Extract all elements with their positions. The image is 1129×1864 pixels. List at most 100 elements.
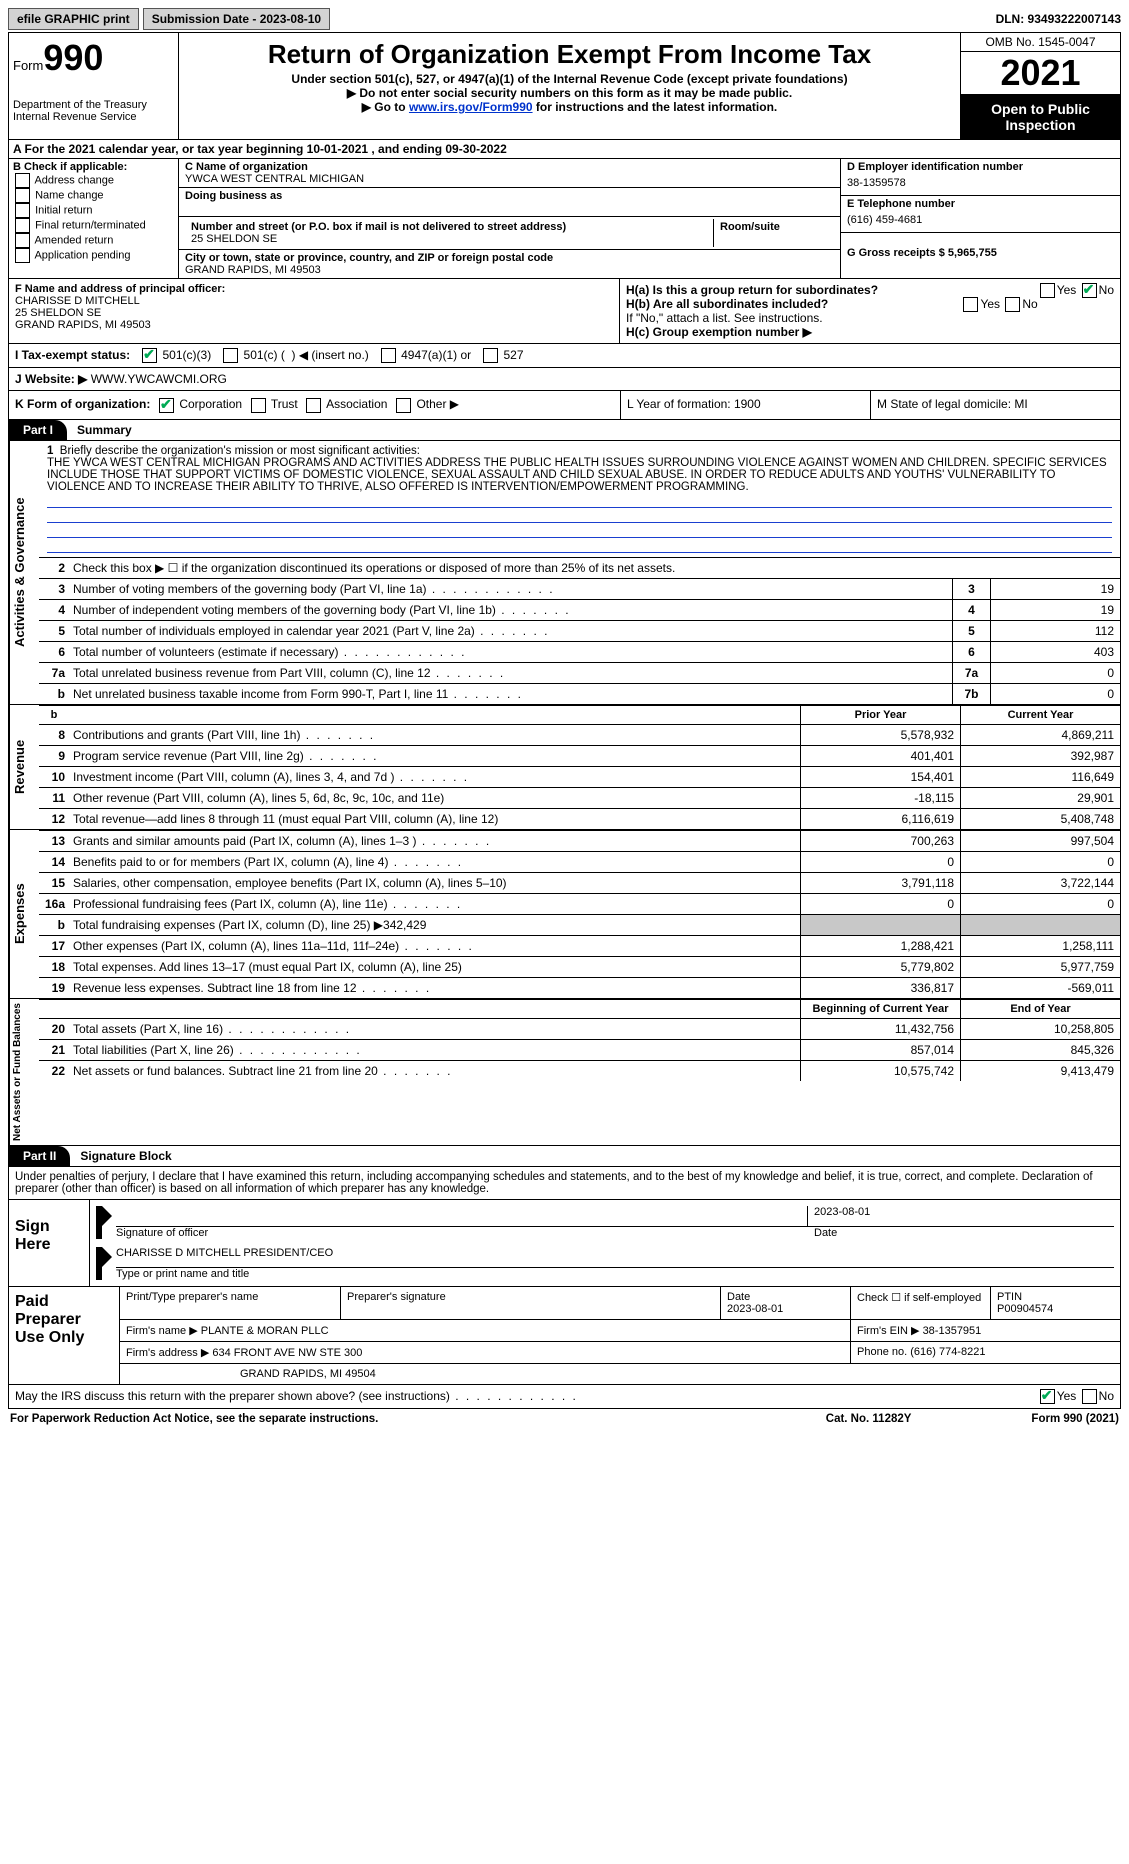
revenue-header-row: b Prior Year Current Year xyxy=(39,705,1120,724)
prep-name-label: Print/Type preparer's name xyxy=(120,1287,340,1319)
expenses-section: Expenses 13Grants and similar amounts pa… xyxy=(8,830,1121,999)
arrow-icon xyxy=(102,1206,112,1226)
chk-initial[interactable] xyxy=(15,203,30,218)
section-fh: F Name and address of principal officer:… xyxy=(8,279,1121,344)
chk-assoc[interactable] xyxy=(306,398,321,413)
paperwork-notice: For Paperwork Reduction Act Notice, see … xyxy=(10,1413,826,1425)
dba-label: Doing business as xyxy=(185,190,834,202)
firm-addr: 634 FRONT AVE NW STE 300 xyxy=(212,1347,362,1359)
header-sub2: ▶ Do not enter social security numbers o… xyxy=(183,86,956,100)
mission-text: THE YWCA WEST CENTRAL MICHIGAN PROGRAMS … xyxy=(47,457,1107,493)
line-21: 21Total liabilities (Part X, line 26)857… xyxy=(39,1039,1120,1060)
line-22: 22Net assets or fund balances. Subtract … xyxy=(39,1060,1120,1081)
efile-button[interactable]: efile GRAPHIC print xyxy=(8,8,139,30)
line-14: 14Benefits paid to or for members (Part … xyxy=(39,851,1120,872)
officer-label: F Name and address of principal officer: xyxy=(15,283,225,295)
line-5: 5Total number of individuals employed in… xyxy=(39,620,1120,641)
firm-ein: 38-1357951 xyxy=(923,1325,982,1337)
col-h: H(a) Is this a group return for subordin… xyxy=(620,279,1120,343)
line-16b: bTotal fundraising expenses (Part IX, co… xyxy=(39,914,1120,935)
form-number: 990 xyxy=(43,37,103,78)
gross-receipts: G Gross receipts $ 5,965,755 xyxy=(847,247,1114,259)
chk-501c3[interactable] xyxy=(142,348,157,363)
hc-label: H(c) Group exemption number ▶ xyxy=(626,325,812,339)
firm-phone: (616) 774-8221 xyxy=(910,1346,985,1358)
prep-date: 2023-08-01 xyxy=(727,1303,783,1315)
line-16a: 16aProfessional fundraising fees (Part I… xyxy=(39,893,1120,914)
chk-trust[interactable] xyxy=(251,398,266,413)
chk-4947[interactable] xyxy=(381,348,396,363)
chk-amended[interactable] xyxy=(15,233,30,248)
omb-number: OMB No. 1545-0047 xyxy=(961,33,1120,52)
chk-final[interactable] xyxy=(15,218,30,233)
hb-label: H(b) Are all subordinates included? xyxy=(626,297,828,311)
date-label: Date xyxy=(814,1227,1114,1239)
line-4: 4Number of independent voting members of… xyxy=(39,599,1120,620)
line-13: 13Grants and similar amounts paid (Part … xyxy=(39,830,1120,851)
form-org-label: K Form of organization: xyxy=(15,397,150,411)
h-note: If "No," attach a list. See instructions… xyxy=(626,311,1114,325)
room-label: Room/suite xyxy=(720,221,828,233)
hb-no[interactable] xyxy=(1005,297,1020,312)
org-name-label: C Name of organization xyxy=(185,161,834,173)
chk-527[interactable] xyxy=(483,348,498,363)
prep-selfemp: Check ☐ if self-employed xyxy=(850,1287,990,1319)
submission-date: Submission Date - 2023-08-10 xyxy=(143,8,330,30)
prior-year-header: Prior Year xyxy=(800,706,960,724)
hb-yes[interactable] xyxy=(963,297,978,312)
tax-year: 2021 xyxy=(961,52,1120,95)
irs-link[interactable]: www.irs.gov/Form990 xyxy=(409,100,533,114)
ein-label: D Employer identification number xyxy=(847,161,1114,173)
line-11: 11Other revenue (Part VIII, column (A), … xyxy=(39,787,1120,808)
ha-no[interactable] xyxy=(1082,283,1097,298)
prep-row-4: GRAND RAPIDS, MI 49504 xyxy=(120,1364,1120,1384)
mission-label: Briefly describe the organization's miss… xyxy=(60,445,420,457)
mission-block: 1 Briefly describe the organization's mi… xyxy=(39,441,1120,557)
tax-status-label: I Tax-exempt status: xyxy=(15,348,130,362)
chk-pending[interactable] xyxy=(15,248,30,263)
end-year-header: End of Year xyxy=(960,1000,1120,1018)
open-public-badge: Open to Public Inspection xyxy=(961,95,1120,139)
goto-post: for instructions and the latest informat… xyxy=(533,100,778,114)
form-page: Form 990 (2021) xyxy=(1031,1413,1119,1425)
begin-year-header: Beginning of Current Year xyxy=(800,1000,960,1018)
line-17: 17Other expenses (Part IX, column (A), l… xyxy=(39,935,1120,956)
discuss-yes[interactable] xyxy=(1040,1389,1055,1404)
preparer-label: Paid Preparer Use Only xyxy=(9,1287,119,1384)
chk-name[interactable] xyxy=(15,188,30,203)
chk-501c[interactable] xyxy=(223,348,238,363)
year-formation: L Year of formation: 1900 xyxy=(620,391,870,418)
line-8: 8Contributions and grants (Part VIII, li… xyxy=(39,724,1120,745)
discuss-no[interactable] xyxy=(1082,1389,1097,1404)
vtab-net-assets: Net Assets or Fund Balances xyxy=(9,999,39,1145)
chk-corp[interactable] xyxy=(159,398,174,413)
col-d: D Employer identification number 38-1359… xyxy=(840,159,1120,278)
page-footer: For Paperwork Reduction Act Notice, see … xyxy=(8,1409,1121,1429)
header-sub1: Under section 501(c), 527, or 4947(a)(1)… xyxy=(183,72,956,86)
preparer-block: Paid Preparer Use Only Print/Type prepar… xyxy=(8,1287,1121,1385)
prep-sig-label: Preparer's signature xyxy=(340,1287,720,1319)
sign-date: 2023-08-01 xyxy=(807,1206,1114,1226)
firm-city: GRAND RAPIDS, MI 49504 xyxy=(120,1364,1120,1384)
form-header: Form990 Department of the Treasury Inter… xyxy=(8,32,1121,140)
row-i: I Tax-exempt status: 501(c)(3) 501(c) ( … xyxy=(8,344,1121,368)
officer-name: CHARISSE D MITCHELL xyxy=(15,295,140,307)
line-20: 20Total assets (Part X, line 16)11,432,7… xyxy=(39,1018,1120,1039)
officer-addr2: GRAND RAPIDS, MI 49503 xyxy=(15,319,151,331)
current-year-header: Current Year xyxy=(960,706,1120,724)
chk-address[interactable] xyxy=(15,173,30,188)
sig-officer-label: Signature of officer xyxy=(116,1227,814,1239)
ha-yes[interactable] xyxy=(1040,283,1055,298)
state-domicile: M State of legal domicile: MI xyxy=(870,391,1120,418)
line-18: 18Total expenses. Add lines 13–17 (must … xyxy=(39,956,1120,977)
vtab-governance: Activities & Governance xyxy=(9,441,39,704)
line-6: 6Total number of volunteers (estimate if… xyxy=(39,641,1120,662)
chk-other[interactable] xyxy=(396,398,411,413)
topbar: efile GRAPHIC print Submission Date - 20… xyxy=(8,8,1121,30)
line-3: 3Number of voting members of the governi… xyxy=(39,578,1120,599)
col-f: F Name and address of principal officer:… xyxy=(9,279,620,343)
prep-row-2: Firm's name ▶ PLANTE & MORAN PLLC Firm's… xyxy=(120,1320,1120,1342)
discuss-row: May the IRS discuss this return with the… xyxy=(8,1385,1121,1409)
discuss-text: May the IRS discuss this return with the… xyxy=(15,1389,578,1404)
na-header-row: Beginning of Current Year End of Year xyxy=(39,999,1120,1018)
